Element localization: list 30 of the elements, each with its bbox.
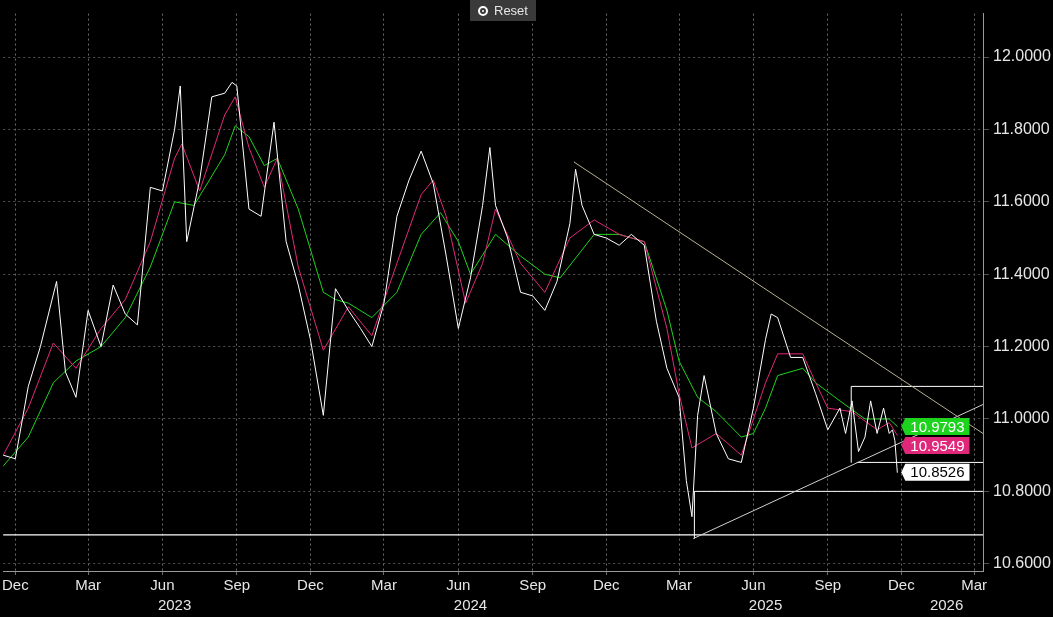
x-tick-label: Dec xyxy=(1,576,30,594)
x-tick-label: Dec xyxy=(297,576,325,594)
x-tick-label: Dec xyxy=(888,576,916,594)
y-tick-label: 11.4000 xyxy=(993,264,1050,282)
data-label: 10.9793 xyxy=(910,417,965,435)
y-tick-label: 10.6000 xyxy=(993,554,1051,572)
y-tick-label: 11.0000 xyxy=(993,409,1050,427)
y-tick-label: 11.8000 xyxy=(993,119,1050,137)
x-tick-label: Jun xyxy=(150,576,175,594)
data-label: 10.9549 xyxy=(910,436,965,454)
y-tick-label: 11.6000 xyxy=(993,192,1050,210)
annotation: Reset xyxy=(494,3,528,18)
data-label: 10.8526 xyxy=(910,463,965,481)
y-tick-label: 12.0000 xyxy=(993,47,1051,65)
x-tick-label: Dec xyxy=(592,576,621,594)
x-tick-label: Mar xyxy=(961,576,988,594)
y-tick-label: 11.2000 xyxy=(993,337,1050,354)
x2-tick-label: 2023 xyxy=(157,596,192,614)
x-tick-label: Mar xyxy=(666,576,692,594)
x-tick-label: Jun xyxy=(446,576,471,594)
x-tick-label: Sep xyxy=(519,576,547,594)
x-tick-label: Sep xyxy=(814,576,842,594)
x-tick-label: Mar xyxy=(75,576,102,594)
y-tick-label: 10.8000 xyxy=(993,481,1051,499)
x2-tick-label: 2025 xyxy=(748,596,783,614)
x2-tick-label: 2024 xyxy=(453,596,488,614)
x-tick-label: Sep xyxy=(223,576,251,594)
x-tick-label: Mar xyxy=(371,576,397,594)
x2-tick-label: 2026 xyxy=(929,596,964,614)
x-tick-label: Jun xyxy=(741,576,766,594)
